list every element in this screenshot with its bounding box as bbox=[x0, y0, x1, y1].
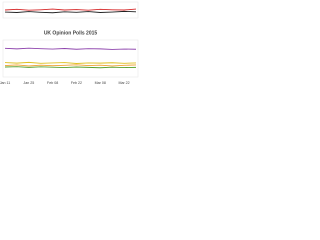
chart: UK Opinion Polls 2015 Jan 11 Jan 25 Feb 08 F… bbox=[0, 1, 139, 85]
x-tick-label: Feb 08 bbox=[47, 81, 58, 85]
line-series bbox=[4, 64, 137, 67]
x-tick-label: Feb 22 bbox=[71, 81, 82, 85]
x-tick-label: Mar 08 bbox=[95, 81, 106, 85]
plot-frame bbox=[2, 1, 139, 19]
line-series bbox=[4, 47, 137, 50]
plot-frame bbox=[2, 39, 139, 78]
x-tick-label: Mar 22 bbox=[118, 81, 129, 85]
chart-title: UK Opinion Polls 2015 bbox=[44, 30, 98, 36]
line-series bbox=[4, 8, 137, 11]
line-series bbox=[4, 66, 137, 69]
line-series bbox=[4, 61, 137, 64]
page: {"chart_data": [ {"type": "line", "ylim"… bbox=[0, 0, 320, 88]
line-series bbox=[4, 10, 137, 14]
x-tick-label: Jan 11 bbox=[0, 81, 10, 85]
x-tick-label: Jan 25 bbox=[23, 81, 34, 85]
